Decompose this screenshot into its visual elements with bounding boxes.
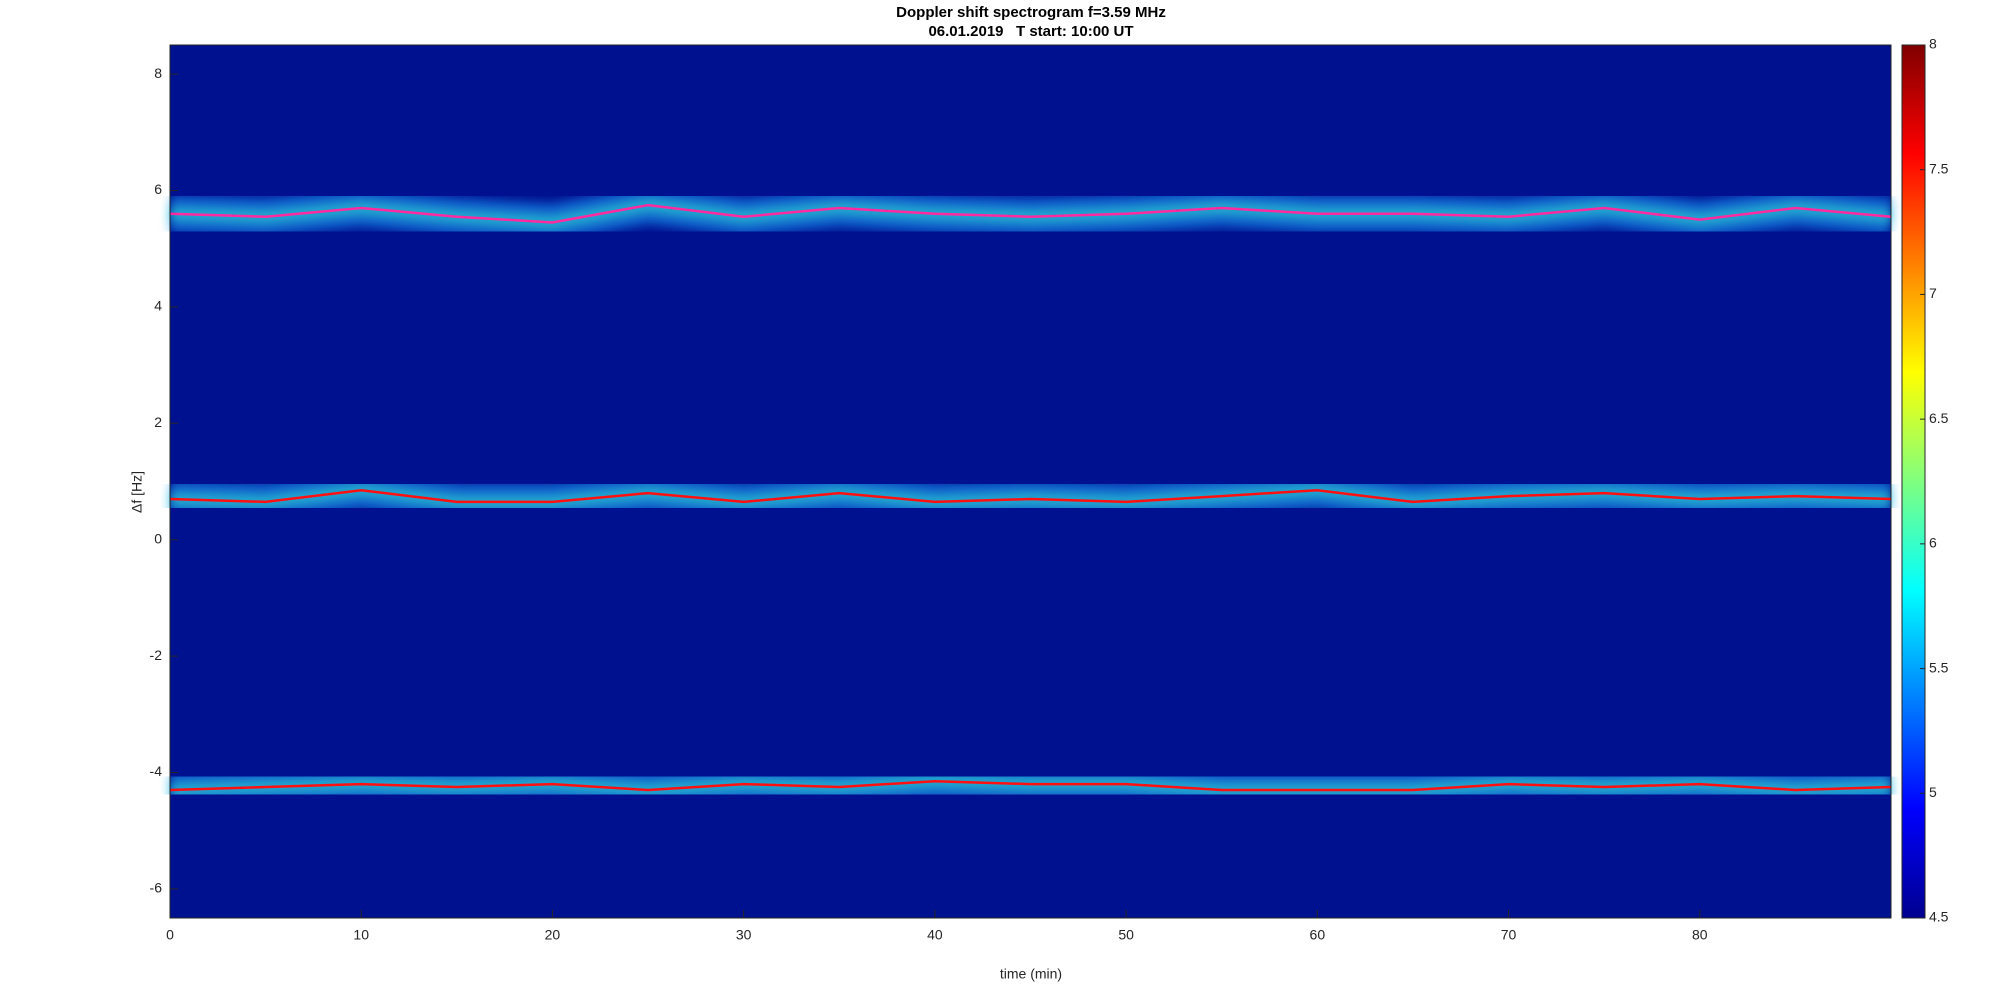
y-tick-label: 2 [154, 414, 162, 430]
y-tick-label: -6 [150, 880, 163, 896]
x-tick-label: 10 [353, 927, 369, 943]
x-axis-label: time (min) [1000, 966, 1062, 982]
x-tick-label: 70 [1501, 927, 1517, 943]
plot-frame [169, 44, 1892, 919]
colorbar-tick-label: 7 [1929, 285, 1937, 301]
y-tick-label: -2 [150, 647, 163, 663]
colorbar-tick-label: 6.5 [1929, 410, 1949, 426]
trace [169, 779, 1892, 792]
colorbar-tick-label: 4.5 [1929, 909, 1949, 925]
colorbar-tick-label: 5.5 [1929, 659, 1949, 675]
y-tick-label: 6 [154, 181, 162, 197]
y-tick-label: 4 [154, 298, 162, 314]
colorbar-tick-label: 6 [1929, 535, 1937, 551]
chart-subtitle: 06.01.2019 T start: 10:00 UT [928, 23, 1133, 40]
trace [169, 488, 1892, 504]
y-axis-label: Δf [Hz] [129, 471, 145, 513]
x-tick-label: 40 [927, 927, 943, 943]
x-tick-label: 60 [1310, 927, 1326, 943]
trace [169, 203, 1892, 224]
x-tick-label: 30 [736, 927, 752, 943]
y-tick-label: 8 [154, 65, 162, 81]
y-tick-label: 0 [154, 530, 162, 546]
colorbar [1901, 44, 1926, 919]
x-tick-label: 80 [1692, 927, 1708, 943]
x-tick-label: 0 [166, 927, 174, 943]
x-tick-label: 50 [1118, 927, 1134, 943]
colorbar-tick-label: 7.5 [1929, 160, 1949, 176]
colorbar-tick-label: 5 [1929, 784, 1937, 800]
x-tick-label: 20 [545, 927, 561, 943]
chart-title: Doppler shift spectrogram f=3.59 MHz [896, 4, 1166, 21]
y-tick-label: -4 [150, 763, 163, 779]
colorbar-tick-label: 8 [1929, 36, 1937, 52]
